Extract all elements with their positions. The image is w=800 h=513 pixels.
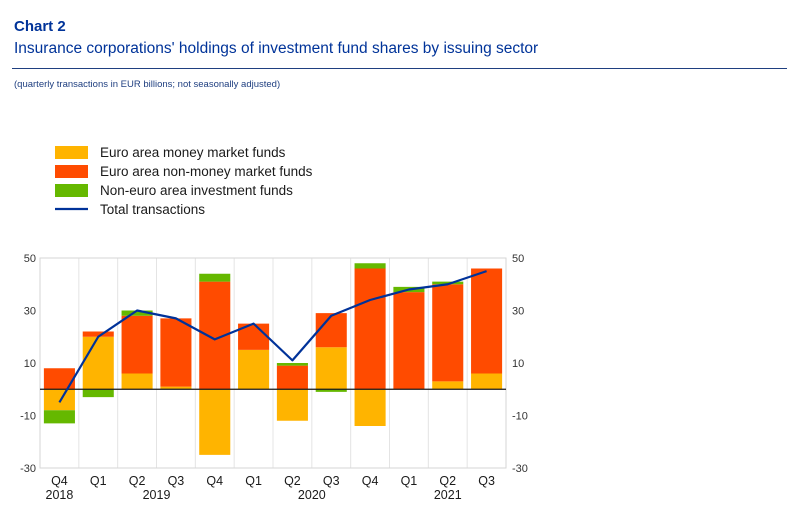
y-tick-label-left: 50 — [24, 253, 36, 265]
bar-euro-area-non-money-market-funds — [432, 284, 464, 382]
x-tick-label: Q2 — [129, 474, 146, 488]
bar-euro-area-non-money-market-funds — [82, 331, 114, 337]
series-line-total-transactions — [58, 270, 487, 403]
legend-label-euro-area-non-money-market-funds: Euro area non-money market funds — [100, 164, 313, 179]
legend-label-non-euro-area-investment-funds: Non-euro area investment funds — [100, 183, 293, 198]
x-tick-label: Q2 — [284, 474, 301, 488]
y-tick-label-right: -10 — [512, 411, 528, 423]
bar-euro-area-money-market-funds — [121, 373, 153, 390]
bar-euro-area-money-market-funds — [82, 336, 114, 390]
bar-euro-area-money-market-funds — [238, 349, 270, 390]
bar-group — [43, 263, 503, 455]
x-tick-label: Q3 — [168, 474, 185, 488]
bar-euro-area-non-money-market-funds — [315, 313, 347, 348]
x-tick-label: Q1 — [401, 474, 418, 488]
bar-euro-area-money-market-funds — [315, 347, 347, 390]
x-tick-label: Q3 — [323, 474, 340, 488]
bar-euro-area-money-market-funds — [432, 381, 464, 390]
x-tick-label: Q3 — [478, 474, 495, 488]
legend-swatch-euro-area-money-market-funds — [55, 146, 88, 159]
legend-label-total-transactions: Total transactions — [100, 202, 205, 217]
y-tick-label-left: 10 — [24, 358, 36, 370]
x-tick-label: Q4 — [51, 474, 68, 488]
bar-euro-area-money-market-funds — [471, 373, 503, 390]
bar-non-euro-area-investment-funds — [432, 281, 464, 285]
x-tick-label: Q4 — [362, 474, 379, 488]
legend-label-euro-area-money-market-funds: Euro area money market funds — [100, 145, 286, 160]
bar-non-euro-area-investment-funds — [354, 263, 386, 269]
legend-swatch-non-euro-area-investment-funds — [55, 184, 88, 197]
total-line-group — [58, 270, 487, 403]
bar-euro-area-money-market-funds — [199, 389, 231, 455]
bar-non-euro-area-investment-funds — [82, 389, 114, 398]
bar-non-euro-area-investment-funds — [121, 310, 153, 316]
bar-non-euro-area-investment-funds — [315, 389, 347, 392]
bar-euro-area-non-money-market-funds — [43, 368, 75, 390]
header-rule — [12, 68, 787, 69]
bar-non-euro-area-investment-funds — [276, 363, 308, 366]
y-tick-label-left: -30 — [20, 463, 36, 475]
chart-label: Chart 2 — [14, 18, 66, 35]
bar-euro-area-non-money-market-funds — [471, 268, 503, 374]
bar-euro-area-money-market-funds — [43, 389, 75, 411]
bar-euro-area-money-market-funds — [354, 389, 386, 426]
bar-euro-area-non-money-market-funds — [393, 292, 425, 390]
y-tick-label-left: -10 — [20, 411, 36, 423]
bar-non-euro-area-investment-funds — [43, 410, 75, 424]
y-tick-label-right: 50 — [512, 253, 524, 265]
x-tick-label: Q1 — [90, 474, 107, 488]
bar-euro-area-non-money-market-funds — [160, 318, 192, 387]
y-tick-label-right: -30 — [512, 463, 528, 475]
x-tick-label: Q1 — [245, 474, 262, 488]
year-label: 2018 — [46, 488, 74, 502]
bar-euro-area-money-market-funds — [276, 389, 308, 421]
grid-lines — [39, 257, 507, 469]
chart-legend: Euro area money market funds Euro area no… — [55, 145, 313, 217]
y-tick-label-right: 30 — [512, 306, 524, 318]
y-tick-label-right: 10 — [512, 358, 524, 370]
year-label: 2019 — [143, 488, 171, 502]
chart-subtitle: (quarterly transactions in EUR billions;… — [14, 79, 281, 90]
bar-euro-area-non-money-market-funds — [276, 365, 308, 390]
x-tick-label: Q2 — [439, 474, 456, 488]
legend-swatch-euro-area-non-money-market-funds — [55, 165, 88, 178]
year-label: 2020 — [298, 488, 326, 502]
year-label: 2021 — [434, 488, 462, 502]
plot-frame — [39, 257, 507, 469]
bar-euro-area-money-market-funds — [160, 386, 192, 390]
y-tick-label-left: 30 — [24, 306, 36, 318]
bar-euro-area-non-money-market-funds — [354, 268, 386, 390]
axis-labels: -30 -30 -10 -10 10 10 30 30 50 50 Q4 Q1 Q2 Q3 Q4 Q1 Q2 Q3… — [20, 253, 528, 502]
bar-non-euro-area-investment-funds — [199, 273, 231, 282]
bar-euro-area-non-money-market-funds — [121, 315, 153, 374]
chart-title: Insurance corporations' holdings of inve… — [14, 40, 539, 57]
x-tick-label: Q4 — [206, 474, 223, 488]
